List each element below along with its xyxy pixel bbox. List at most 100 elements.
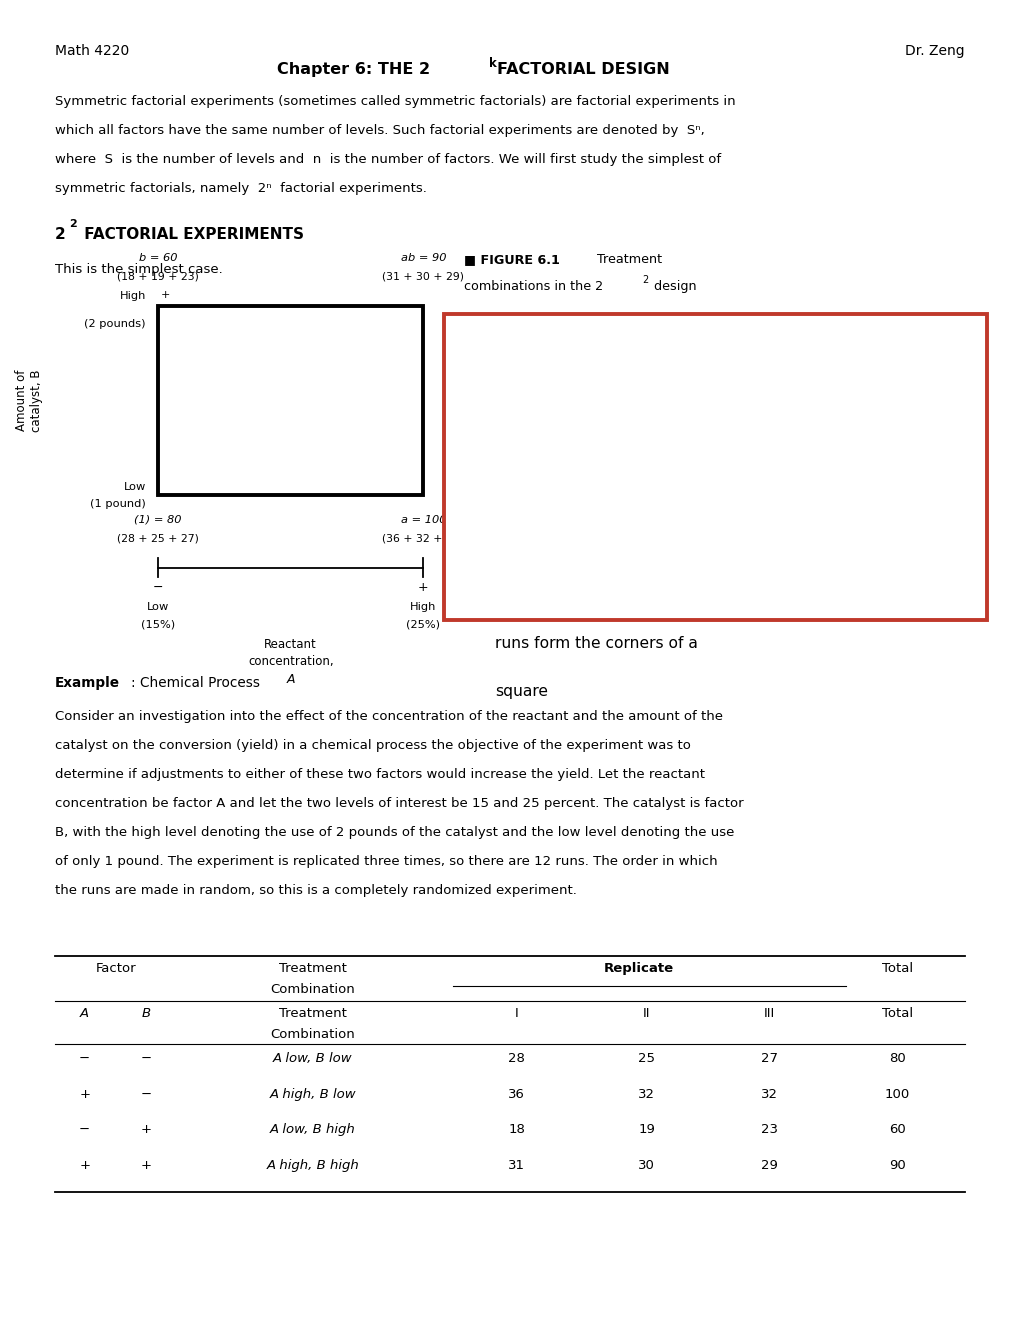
Text: (31 + 30 + 29): (31 + 30 + 29) [382,272,464,282]
Text: +: + [141,1159,151,1172]
Text: concentration be factor A and let the two levels of interest be 15 and 25 percen: concentration be factor A and let the tw… [55,797,743,810]
Text: Geometrically, the four: Geometrically, the four [494,589,674,603]
Text: Combination: Combination [270,983,355,997]
Text: Amount of
catalyst, B: Amount of catalyst, B [14,370,43,432]
Text: II: II [642,1007,650,1020]
Text: 19: 19 [638,1123,654,1137]
Text: +: + [79,1159,90,1172]
Text: B, with the high level denoting the use of 2 pounds of the catalyst and the low : B, with the high level denoting the use … [55,826,734,840]
Text: ■ FIGURE 6.1: ■ FIGURE 6.1 [464,253,559,267]
Text: Total: Total [881,1007,912,1020]
Text: 80: 80 [889,1052,905,1065]
Text: Consider an investigation into the effect of the concentration of the reactant a: Consider an investigation into the effec… [55,710,722,723]
Text: 60: 60 [889,1123,905,1137]
Text: b = 60: b = 60 [139,253,177,264]
Text: (2 pounds): (2 pounds) [85,319,146,330]
Text: A: A [81,1007,89,1020]
Text: 29: 29 [760,1159,776,1172]
Text: Treatment: Treatment [588,253,661,267]
Text: runs form the corners of a: runs form the corners of a [494,636,697,651]
Text: Symmetric factorial experiments (sometimes called symmetric factorials) are fact: Symmetric factorial experiments (sometim… [55,95,735,108]
Text: 100: 100 [884,1088,909,1101]
Text: which all factors have the same number of levels. Such factorial experiments are: which all factors have the same number o… [55,124,704,137]
Text: 36: 36 [507,1088,525,1101]
Text: (15%): (15%) [141,619,175,630]
Text: (28 + 25 + 27): (28 + 25 + 27) [117,533,199,544]
Text: +: + [161,289,170,300]
Text: B: B [142,1007,150,1020]
Text: of only 1 pound. The experiment is replicated three times, so there are 12 runs.: of only 1 pound. The experiment is repli… [55,855,717,869]
Text: 25: 25 [638,1052,654,1065]
Text: the runs are made in random, so this is a completely randomized experiment.: the runs are made in random, so this is … [55,884,577,898]
Text: +: + [141,1123,151,1137]
Text: High: High [119,290,146,301]
Text: ab = 90: ab = 90 [400,253,445,264]
Bar [158,306,423,495]
Text: 2: 2 [642,275,648,285]
Text: I: I [515,1007,518,1020]
Text: a = 100: a = 100 [400,515,445,525]
Text: 18: 18 [507,1123,525,1137]
Text: (18 + 19 + 23): (18 + 19 + 23) [117,272,199,282]
Text: respectively: respectively [466,441,560,455]
Text: A low, B high: A low, B high [269,1123,356,1137]
Text: 28: 28 [507,1052,525,1065]
Text: −: − [79,1123,90,1137]
Text: concentration,: concentration, [248,655,333,668]
Text: III: III [762,1007,774,1020]
Text: Total: Total [881,962,912,975]
Text: (36 + 32 + 32): (36 + 32 + 32) [382,533,464,544]
Text: 30: 30 [638,1159,654,1172]
Text: combinations in the 2: combinations in the 2 [464,280,602,293]
Text: 2: 2 [55,227,66,242]
Text: k: k [488,57,496,70]
Text: 32: 32 [760,1088,776,1101]
Text: 32: 32 [638,1088,654,1101]
Text: High: High [410,602,436,612]
Text: 2: 2 [69,219,77,230]
Text: 23: 23 [760,1123,776,1137]
Text: −: − [161,487,171,500]
Text: determine if adjustments to either of these two factors would increase the yield: determine if adjustments to either of th… [55,768,704,781]
Text: 27: 27 [760,1052,776,1065]
Text: 90: 90 [889,1159,905,1172]
Text: “-” and “+” denote the low and: “-” and “+” denote the low and [466,333,710,347]
Text: This is the simplest case.: This is the simplest case. [55,263,222,276]
Text: symmetric factorials, namely  2ⁿ  factorial experiments.: symmetric factorials, namely 2ⁿ factoria… [55,182,427,195]
Text: (25%): (25%) [406,619,440,630]
Text: Low: Low [123,482,146,492]
Text: A high, B low: A high, B low [269,1088,356,1101]
Text: catalyst on the conversion (yield) in a chemical process the objective of the ex: catalyst on the conversion (yield) in a … [55,739,690,752]
Text: FACTORIAL DESIGN: FACTORIAL DESIGN [496,62,668,77]
Text: square: square [494,684,547,698]
Text: Reactant: Reactant [264,638,317,651]
Text: : Chemical Process: : Chemical Process [130,676,259,690]
Text: Combination: Combination [270,1028,355,1041]
Text: A low, B low: A low, B low [272,1052,353,1065]
Text: where  S  is the number of levels and  n  is the number of factors. We will firs: where S is the number of levels and n is… [55,153,720,166]
Text: A: A [286,673,294,686]
Text: −: − [141,1052,151,1065]
Text: Example: Example [55,676,120,690]
Text: (1 pound): (1 pound) [90,499,146,510]
Text: −: − [79,1052,90,1065]
Text: −: − [153,581,163,594]
Text: Chapter 6: THE 2: Chapter 6: THE 2 [277,62,430,77]
Text: Replicate: Replicate [603,962,674,975]
Text: Dr. Zeng: Dr. Zeng [905,44,964,58]
Text: Treatment: Treatment [278,962,346,975]
Text: •: • [466,494,477,512]
FancyBboxPatch shape [443,314,986,620]
Text: A high, B high: A high, B high [266,1159,359,1172]
Text: Factor: Factor [96,962,137,975]
Text: Treatment: Treatment [278,1007,346,1020]
Text: −: − [141,1088,151,1101]
Text: (1) = 80: (1) = 80 [135,515,181,525]
Text: +: + [79,1088,90,1101]
Text: FACTORIAL EXPERIMENTS: FACTORIAL EXPERIMENTS [78,227,304,242]
Text: 31: 31 [507,1159,525,1172]
Text: +: + [418,581,428,594]
Text: •: • [466,589,477,607]
Text: Low and high are arbitrary: Low and high are arbitrary [494,494,700,508]
Text: Low: Low [147,602,169,612]
